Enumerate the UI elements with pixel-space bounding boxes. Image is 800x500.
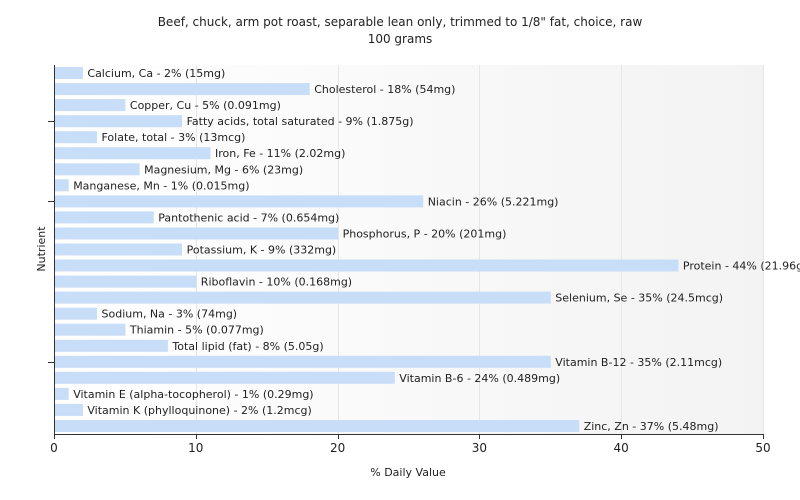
bar: [54, 403, 83, 416]
chart-subtitle: 100 grams: [367, 32, 433, 46]
bar-label: Pantothenic acid - 7% (0.654mg): [158, 211, 339, 224]
bar: [54, 323, 126, 336]
bar: [54, 259, 679, 272]
bar-label: Thiamin - 5% (0.077mg): [129, 324, 264, 337]
bar: [54, 420, 580, 432]
bar: [54, 371, 395, 384]
bar: [54, 211, 154, 224]
x-tick-label: 20: [330, 441, 345, 455]
bar: [54, 131, 97, 144]
bar: [54, 195, 424, 208]
bar-label: Vitamin E (alpha-tocopherol) - 1% (0.29m…: [73, 388, 313, 401]
bar-label: Iron, Fe - 11% (2.02mg): [215, 147, 345, 160]
bar-label: Selenium, Se - 35% (24.5mcg): [555, 292, 723, 305]
bar: [54, 179, 69, 192]
bar: [54, 83, 310, 96]
bar: [54, 115, 183, 128]
x-tick-label: 50: [755, 441, 770, 455]
bar-label: Vitamin B-12 - 35% (2.11mcg): [555, 356, 722, 369]
bar: [54, 243, 183, 256]
x-tick-label: 0: [50, 441, 58, 455]
grid-lines: [196, 65, 764, 434]
bar: [54, 339, 168, 352]
bar: [54, 291, 551, 304]
bar: [54, 387, 69, 400]
bar: [54, 227, 339, 240]
bar-label: Riboflavin - 10% (0.168mg): [201, 276, 352, 289]
bar-label: Phosphorus, P - 20% (201mg): [343, 228, 507, 241]
bar: [54, 307, 97, 320]
bar-label: Vitamin K (phylloquinone) - 2% (1.2mcg): [87, 404, 311, 417]
x-tick-label: 30: [472, 441, 487, 455]
axes-group: 0 10 20 30 40 50: [48, 65, 771, 455]
bar: [54, 275, 197, 288]
bar-label: Zinc, Zn - 37% (5.48mg): [584, 420, 719, 433]
y-axis-title: Nutrient: [35, 226, 48, 272]
x-tick-label: 40: [614, 441, 629, 455]
bar-label: Magnesium, Mg - 6% (23mg): [144, 163, 303, 176]
bar: [54, 99, 126, 112]
bar-label: Total lipid (fat) - 8% (5.05g): [171, 340, 323, 353]
bar-label: Calcium, Ca - 2% (15mg): [87, 67, 225, 80]
bar: [54, 67, 83, 79]
bar-label: Cholesterol - 18% (54mg): [314, 83, 455, 96]
bars-group: Calcium, Ca - 2% (15mg) Cholesterol - 18%…: [54, 67, 800, 433]
bar: [54, 355, 551, 368]
bar-label: Fatty acids, total saturated - 9% (1.875…: [187, 115, 414, 128]
bar: [54, 147, 211, 160]
bar-label: Potassium, K - 9% (332mg): [187, 244, 337, 257]
bar-label: Protein - 44% (21.96g): [683, 260, 800, 273]
bar-label: Sodium, Na - 3% (74mg): [102, 308, 238, 321]
x-axis-title: % Daily Value: [370, 466, 446, 479]
chart-title: Beef, chuck, arm pot roast, separable le…: [157, 15, 643, 29]
x-tick-label: 10: [188, 441, 203, 455]
bar-label: Folate, total - 3% (13mcg): [102, 131, 246, 144]
bar: [54, 163, 140, 176]
bar-label: Vitamin B-6 - 24% (0.489mg): [399, 372, 560, 385]
bar-label: Manganese, Mn - 1% (0.015mg): [73, 179, 249, 192]
bar-label: Copper, Cu - 5% (0.091mg): [130, 99, 281, 112]
bar-label: Niacin - 26% (5.221mg): [428, 195, 559, 208]
